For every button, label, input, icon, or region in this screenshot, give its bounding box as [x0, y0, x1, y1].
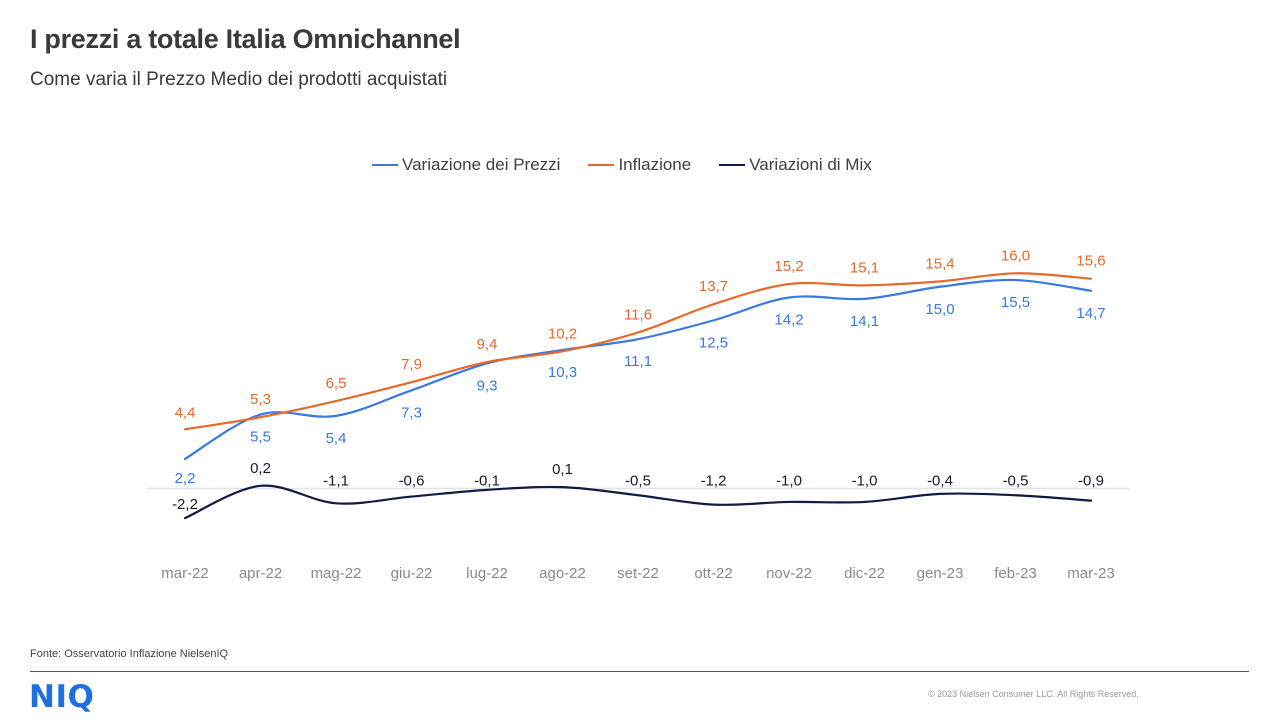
- data-label-inflazione: 15,2: [774, 258, 803, 275]
- data-label-prezzi: 14,2: [774, 312, 803, 329]
- data-label-inflazione: 4,4: [175, 404, 196, 421]
- data-label-prezzi: 12,5: [699, 334, 728, 351]
- data-label-prezzi: 15,5: [1001, 294, 1030, 311]
- x-tick-label: feb-23: [994, 565, 1037, 582]
- chart-legend: Variazione dei Prezzi Inflazione Variazi…: [372, 155, 900, 175]
- legend-item-inflazione: Inflazione: [588, 155, 691, 175]
- series-line-variazioni-di-mix: [183, 484, 1093, 520]
- legend-swatch-inflazione: [588, 164, 615, 166]
- x-tick-label: mar-23: [1067, 565, 1115, 582]
- data-label-prezzi: 14,1: [850, 313, 879, 330]
- data-label-mix: -1,0: [852, 473, 878, 490]
- x-tick-label: gen-23: [917, 565, 964, 582]
- legend-item-mix: Variazioni di Mix: [719, 155, 872, 175]
- legend-swatch-prezzi: [372, 164, 398, 166]
- x-tick-label: nov-22: [766, 565, 812, 582]
- data-label-inflazione: 11,6: [624, 306, 652, 323]
- legend-item-prezzi: Variazione dei Prezzi: [372, 155, 560, 175]
- data-label-inflazione: 5,3: [250, 391, 271, 408]
- data-label-inflazione: 9,4: [477, 336, 498, 353]
- data-label-prezzi: 5,5: [250, 429, 271, 446]
- legend-label-inflazione: Inflazione: [618, 155, 692, 174]
- copyright-note: © 2023 Nielsen Consumer LLC. All Rights …: [928, 689, 1139, 699]
- data-label-prezzi: 15,0: [925, 301, 954, 318]
- data-label-mix: -1,0: [776, 473, 802, 490]
- x-tick-label: lug-22: [466, 565, 508, 582]
- x-tick-label: mag-22: [311, 565, 362, 582]
- legend-swatch-mix: [719, 164, 746, 166]
- legend-label-prezzi: Variazione dei Prezzi: [402, 155, 561, 174]
- data-label-mix: -2,2: [172, 496, 198, 513]
- footer-divider: [30, 671, 1249, 672]
- series-line-variazione-dei-prezzi: [183, 278, 1093, 461]
- x-tick-label: ott-22: [694, 565, 732, 582]
- x-tick-label: giu-22: [391, 565, 433, 582]
- data-label-inflazione: 16,0: [1001, 247, 1030, 264]
- data-label-mix: 0,1: [552, 461, 573, 478]
- x-tick-label: dic-22: [844, 565, 885, 582]
- data-label-prezzi: 11,1: [624, 353, 652, 370]
- data-label-mix: -1,2: [701, 473, 727, 490]
- page-subtitle: Come varia il Prezzo Medio dei prodotti …: [30, 69, 448, 90]
- data-label-mix: -0,1: [474, 473, 500, 490]
- x-tick-label: mar-22: [161, 565, 209, 582]
- data-label-prezzi: 7,3: [401, 404, 422, 421]
- data-label-inflazione: 15,1: [850, 259, 879, 276]
- page-title: I prezzi a totale Italia Omnichannel: [30, 24, 461, 54]
- data-label-inflazione: 15,4: [925, 255, 954, 272]
- data-label-inflazione: 10,2: [548, 325, 577, 342]
- data-label-inflazione: 7,9: [401, 356, 422, 373]
- x-tick-label: ago-22: [539, 565, 586, 582]
- x-tick-label: apr-22: [239, 565, 282, 582]
- data-label-mix: -0,5: [625, 473, 651, 490]
- data-label-prezzi: 5,4: [326, 430, 347, 447]
- niq-logo: NIQ: [29, 679, 95, 715]
- data-label-prezzi: 14,7: [1076, 305, 1105, 322]
- data-label-mix: -0,4: [927, 473, 953, 490]
- data-label-inflazione: 6,5: [326, 375, 347, 392]
- legend-label-mix: Variazioni di Mix: [749, 155, 872, 174]
- data-label-mix: -0,9: [1078, 473, 1104, 490]
- data-label-prezzi: 10,3: [548, 364, 577, 381]
- data-label-mix: -1,1: [323, 473, 349, 490]
- data-label-inflazione: 13,7: [699, 278, 728, 295]
- data-label-prezzi: 2,2: [175, 470, 196, 487]
- data-label-mix: -0,5: [1003, 473, 1029, 490]
- data-label-inflazione: 15,6: [1076, 253, 1105, 270]
- data-label-mix: -0,6: [399, 473, 425, 490]
- series-line-inflazione: [183, 272, 1093, 431]
- source-note: Fonte: Osservatorio Inflazione NielsenIQ: [30, 648, 229, 660]
- x-tick-label: set-22: [617, 565, 659, 582]
- data-label-prezzi: 9,3: [477, 377, 498, 394]
- data-label-mix: 0,2: [250, 460, 271, 477]
